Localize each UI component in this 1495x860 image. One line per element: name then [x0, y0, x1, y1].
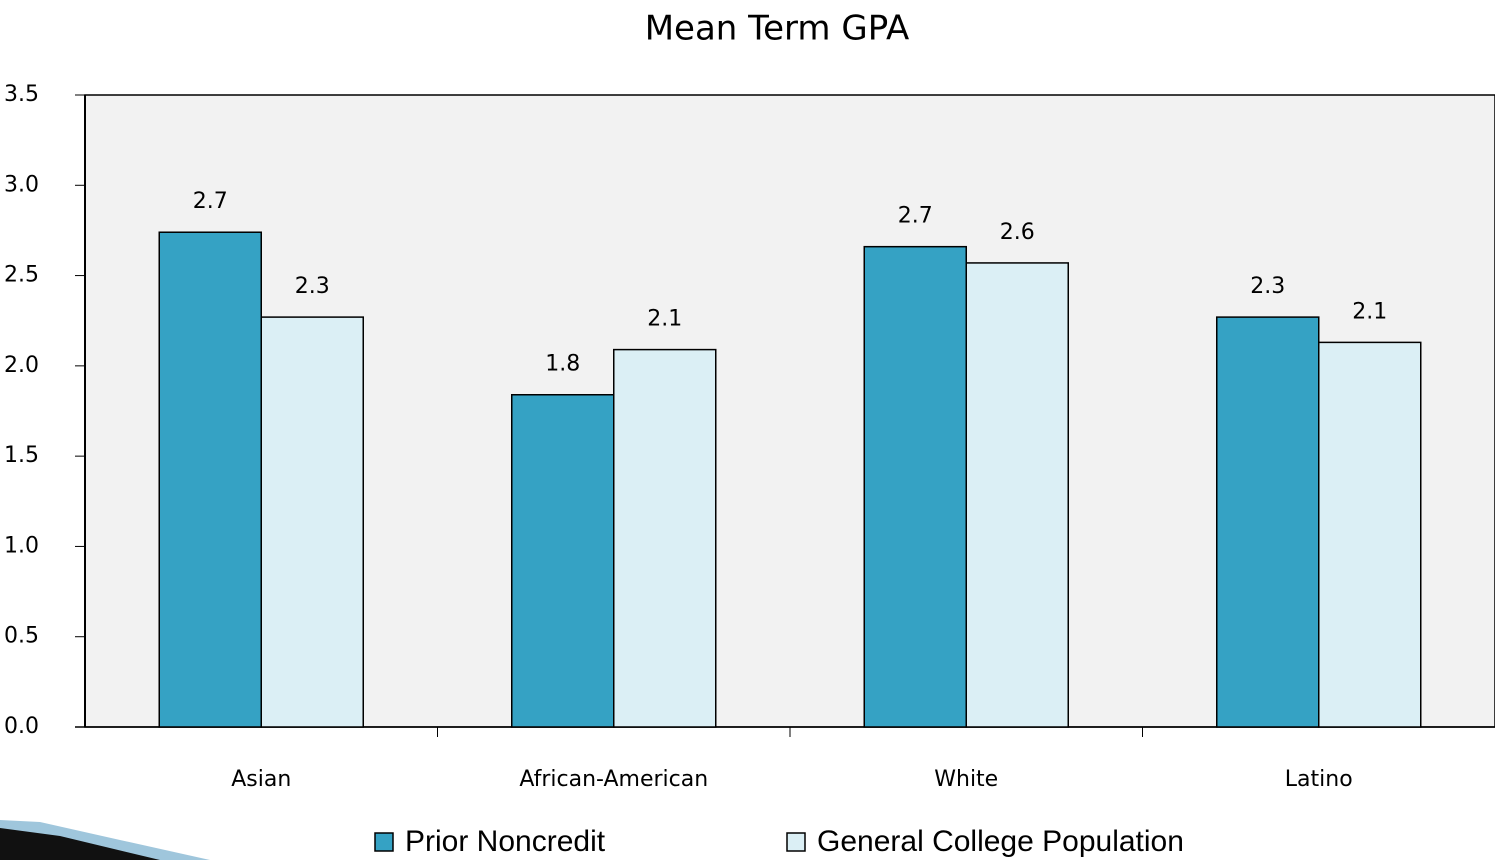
value-label: 2.6 [1000, 220, 1035, 245]
bar [965, 262, 1069, 728]
value-label: 1.8 [545, 352, 580, 377]
bar [613, 348, 717, 728]
legend-label: General College Population [817, 825, 1184, 858]
legend-swatch [786, 832, 806, 852]
x-tick-label: Asian [231, 767, 291, 792]
y-tick-label: 3.5 [4, 82, 39, 107]
x-tick-label: White [934, 767, 998, 792]
y-tick-label: 1.5 [4, 443, 39, 468]
y-tick-label: 0.0 [4, 714, 39, 739]
value-label: 2.3 [295, 274, 330, 299]
y-tick-label: 0.5 [4, 624, 39, 649]
bar [260, 316, 364, 728]
legend-label: Prior Noncredit [405, 825, 606, 858]
y-tick-label: 2.0 [4, 353, 39, 378]
value-label: 2.3 [1250, 274, 1285, 299]
decoration [0, 828, 160, 860]
y-tick-label: 2.5 [4, 263, 39, 288]
value-label: 2.1 [1352, 299, 1387, 324]
bar [1318, 341, 1422, 728]
chart-title: Mean Term GPA [645, 9, 910, 49]
x-tick-label: African-American [519, 767, 708, 792]
legend-swatch [374, 832, 394, 852]
bar [863, 245, 967, 728]
bar [511, 393, 615, 728]
value-label: 2.1 [647, 307, 682, 332]
value-label: 2.7 [898, 204, 933, 229]
bar [1216, 316, 1320, 728]
y-tick-label: 1.0 [4, 533, 39, 558]
y-tick-label: 3.0 [4, 172, 39, 197]
value-label: 2.7 [193, 189, 228, 214]
bar [158, 231, 262, 728]
x-tick-label: Latino [1285, 767, 1353, 792]
